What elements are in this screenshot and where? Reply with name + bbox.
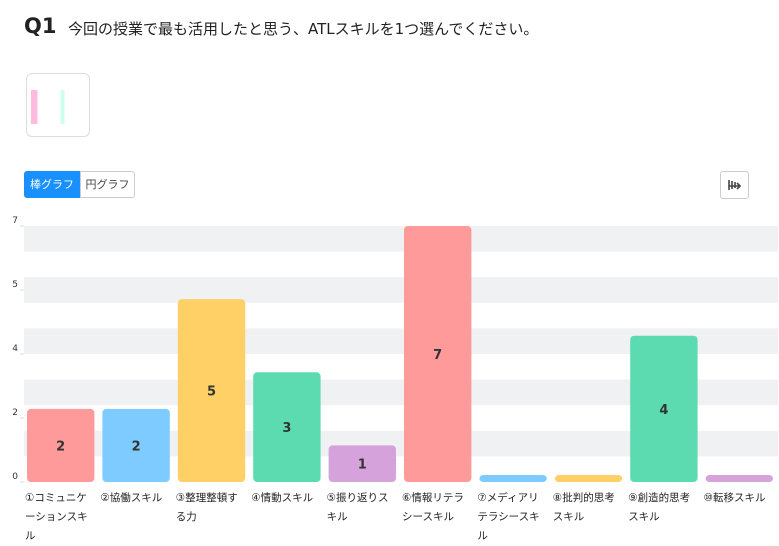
question-text: 今回の授業で最も活用したと思う、ATLスキルを1つ選んでください。	[68, 20, 539, 38]
thumbnail[interactable]	[26, 73, 90, 137]
grid-band	[24, 226, 778, 252]
value-label: 4	[659, 403, 668, 418]
bar	[554, 475, 623, 482]
bar	[404, 226, 472, 482]
bar	[479, 475, 547, 482]
tab-bar[interactable]: 棒グラフ	[24, 171, 80, 198]
x-tick-label: ②協働スキル	[100, 492, 163, 504]
y-tick-label: 4	[12, 344, 18, 354]
bar	[328, 445, 396, 482]
grid-band	[24, 277, 778, 303]
bar	[27, 408, 95, 482]
question-number: Q1	[24, 14, 57, 38]
y-tick-label: 0	[12, 472, 18, 482]
export-icon	[728, 180, 742, 190]
bar	[177, 299, 246, 482]
value-label: 5	[207, 385, 216, 400]
x-tick-label: ⑤振り返りスキル	[326, 492, 389, 523]
value-label: 3	[282, 421, 291, 436]
x-tick-label: ⑨創造的思考スキル	[628, 492, 691, 523]
value-label: 2	[132, 439, 141, 454]
bar	[705, 475, 773, 482]
export-button[interactable]	[720, 171, 749, 199]
value-label: 2	[56, 439, 65, 454]
bar	[102, 408, 170, 482]
y-tick-label: 5	[12, 280, 18, 290]
bar	[253, 372, 321, 482]
thumbnail-image	[31, 90, 85, 124]
y-tick-label: 2	[12, 408, 18, 418]
x-tick-label: ⑦メディアリテラシースキル	[477, 492, 540, 542]
value-label: 7	[433, 348, 442, 363]
value-label: 1	[358, 458, 367, 473]
x-tick-label: ④情動スキル	[251, 492, 314, 504]
x-tick-label: ⑩転移スキル	[703, 492, 766, 504]
bar	[630, 335, 698, 482]
x-tick-label: ③整理整頓する力	[175, 492, 238, 523]
x-tick-label: ⑧批判的思考スキル	[552, 492, 615, 523]
x-tick-label: ①コミュニケーションスキル	[25, 492, 88, 542]
tab-pie[interactable]: 円グラフ	[80, 171, 135, 198]
x-tick-label: ⑥情報リテラシースキル	[402, 492, 464, 523]
y-tick-label: 7	[12, 216, 18, 226]
